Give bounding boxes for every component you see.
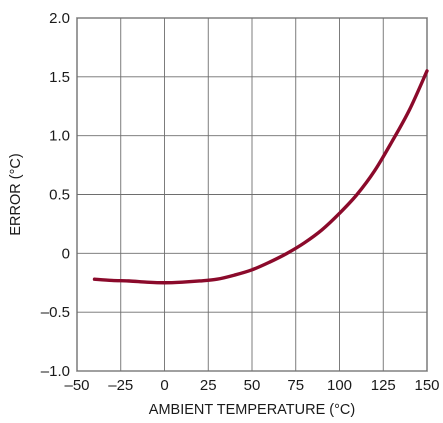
x-tick-label: –25	[108, 377, 133, 394]
x-tick-label: 25	[200, 377, 217, 394]
x-tick-label: 75	[287, 377, 304, 394]
y-tick-label: 0	[62, 245, 70, 262]
y-tick-label: –0.5	[41, 304, 70, 321]
y-tick-label: –1.0	[41, 363, 70, 380]
x-tick-label: –50	[64, 377, 89, 394]
y-axis-title: ERROR (°C)	[8, 153, 24, 235]
x-tick-label: 0	[160, 377, 168, 394]
y-tick-label: 0.5	[49, 187, 70, 204]
y-tick-label: 1.5	[49, 69, 70, 86]
y-tick-label: 1.0	[49, 128, 70, 145]
grid-lines	[76, 17, 428, 372]
x-axis-title: AMBIENT TEMPERATURE (°C)	[149, 402, 355, 418]
x-tick-label: 150	[414, 377, 439, 394]
x-tick-label: 125	[371, 377, 396, 394]
y-tick-label: 2.0	[49, 10, 70, 27]
x-tick-label: 50	[244, 377, 261, 394]
y-tick-labels: –1.0 –0.5 0 0.5 1.0 1.5 2.0	[41, 10, 70, 380]
x-tick-label: 100	[327, 377, 352, 394]
error-curve	[92, 69, 429, 285]
x-tick-labels: –50 –25 0 25 50 75 100 125 150	[64, 377, 439, 394]
